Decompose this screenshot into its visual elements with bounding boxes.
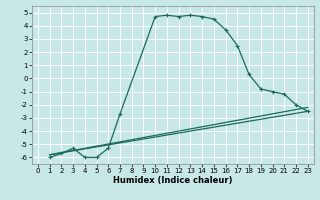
X-axis label: Humidex (Indice chaleur): Humidex (Indice chaleur): [113, 176, 233, 185]
